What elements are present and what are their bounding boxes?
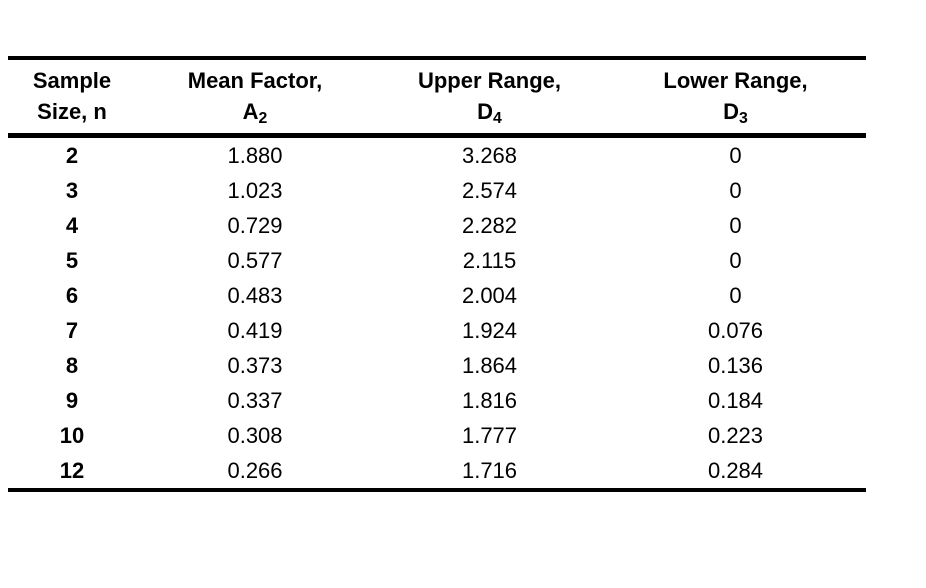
- header-sample-size-line1: Sample: [32, 68, 112, 93]
- header-lower-range: Lower Range, D3: [605, 58, 866, 136]
- header-sample-size: Sample Size, n: [8, 58, 136, 136]
- cell-sample-size: 4: [65, 213, 79, 238]
- cell-sample-size: 2: [65, 143, 79, 168]
- cell-sample-size: 6: [65, 283, 79, 308]
- cell-mean-factor-a2: 0.483: [227, 283, 283, 308]
- cell-upper-range-d4: 2.115: [462, 248, 517, 273]
- table-row: 5 0.577 2.115 0: [8, 243, 866, 278]
- symbol-A-subscript: 2: [258, 109, 268, 127]
- cell-upper-range-d4: 1.864: [461, 353, 518, 378]
- cell-upper-range-d4: 2.574: [461, 178, 518, 203]
- cell-upper-range-d4: 1.777: [461, 423, 518, 448]
- cell-lower-range-d3: 0: [729, 143, 742, 168]
- symbol-D3-subscript: 3: [739, 109, 748, 127]
- cell-lower-range-d3: 0.136: [707, 353, 764, 378]
- cell-sample-size: 10: [59, 423, 85, 448]
- cell-sample-size: 9: [65, 388, 79, 413]
- cell-sample-size: 3: [65, 178, 79, 203]
- cell-mean-factor-a2: 0.729: [227, 213, 283, 238]
- header-row: Sample Size, n Mean Factor, A2 Upper Ran…: [8, 58, 866, 136]
- header-upper-range: Upper Range, D4: [374, 58, 605, 136]
- table-row: 2 1.880 3.268 0: [8, 136, 866, 174]
- table-body: 2 1.880 3.268 0 3 1.023 2.574 0 4 0.729 …: [8, 136, 866, 491]
- cell-upper-range-d4: 1.924: [461, 318, 518, 343]
- header-upper-range-symbol: D4: [374, 96, 605, 127]
- header-lower-range-symbol: D3: [605, 96, 866, 127]
- table-header: Sample Size, n Mean Factor, A2 Upper Ran…: [8, 58, 866, 136]
- symbol-D4-subscript: 4: [493, 109, 502, 127]
- table-row: 7 0.419 1.924 0.076: [8, 313, 866, 348]
- cell-mean-factor-a2: 0.373: [227, 353, 283, 378]
- cell-upper-range-d4: 2.004: [461, 283, 518, 308]
- table-row: 3 1.023 2.574 0: [8, 173, 866, 208]
- cell-lower-range-d3: 0: [729, 248, 742, 273]
- table-row: 9 0.337 1.816 0.184: [8, 383, 866, 418]
- cell-lower-range-d3: 0.076: [707, 318, 764, 343]
- cell-mean-factor-a2: 0.337: [227, 388, 283, 413]
- cell-lower-range-d3: 0: [729, 213, 742, 238]
- cell-upper-range-d4: 1.716: [461, 458, 518, 483]
- cell-mean-factor-a2: 0.419: [227, 318, 283, 343]
- header-sample-size-line2: Size, n: [37, 99, 107, 124]
- cell-lower-range-d3: 0.184: [707, 388, 764, 413]
- cell-mean-factor-a2: 0.308: [227, 423, 283, 448]
- cell-upper-range-d4: 3.268: [461, 143, 518, 168]
- cell-sample-size: 5: [65, 248, 79, 273]
- table-row: 4 0.729 2.282 0: [8, 208, 866, 243]
- table-row: 12 0.266 1.716 0.284: [8, 453, 866, 490]
- header-mean-factor-line1: Mean Factor,: [187, 68, 323, 93]
- symbol-A: A: [242, 99, 259, 124]
- cell-sample-size: 8: [65, 353, 79, 378]
- table-row: 8 0.373 1.864 0.136: [8, 348, 866, 383]
- cell-lower-range-d3: 0.284: [707, 458, 764, 483]
- cell-mean-factor-a2: 0.266: [227, 458, 283, 483]
- header-lower-range-line1: Lower Range,: [663, 68, 808, 93]
- cell-mean-factor-a2: 1.023: [227, 178, 283, 203]
- symbol-D3: D: [723, 99, 740, 124]
- header-upper-range-line1: Upper Range,: [417, 68, 562, 93]
- header-mean-factor-symbol: A2: [136, 96, 374, 127]
- cell-sample-size: 7: [65, 318, 79, 343]
- header-mean-factor: Mean Factor, A2: [136, 58, 374, 136]
- cell-lower-range-d3: 0.223: [707, 423, 764, 448]
- cell-lower-range-d3: 0: [729, 283, 742, 308]
- table-row: 6 0.483 2.004 0: [8, 278, 866, 313]
- cell-upper-range-d4: 1.816: [461, 388, 518, 413]
- cell-mean-factor-a2: 0.577: [227, 248, 283, 273]
- table-row: 10 0.308 1.777 0.223: [8, 418, 866, 453]
- cell-upper-range-d4: 2.282: [461, 213, 518, 238]
- cell-sample-size: 12: [59, 458, 85, 483]
- control-chart-factors-table: Sample Size, n Mean Factor, A2 Upper Ran…: [8, 56, 866, 492]
- cell-lower-range-d3: 0: [729, 178, 742, 203]
- cell-mean-factor-a2: 1.880: [227, 143, 283, 168]
- symbol-D4: D: [477, 99, 494, 124]
